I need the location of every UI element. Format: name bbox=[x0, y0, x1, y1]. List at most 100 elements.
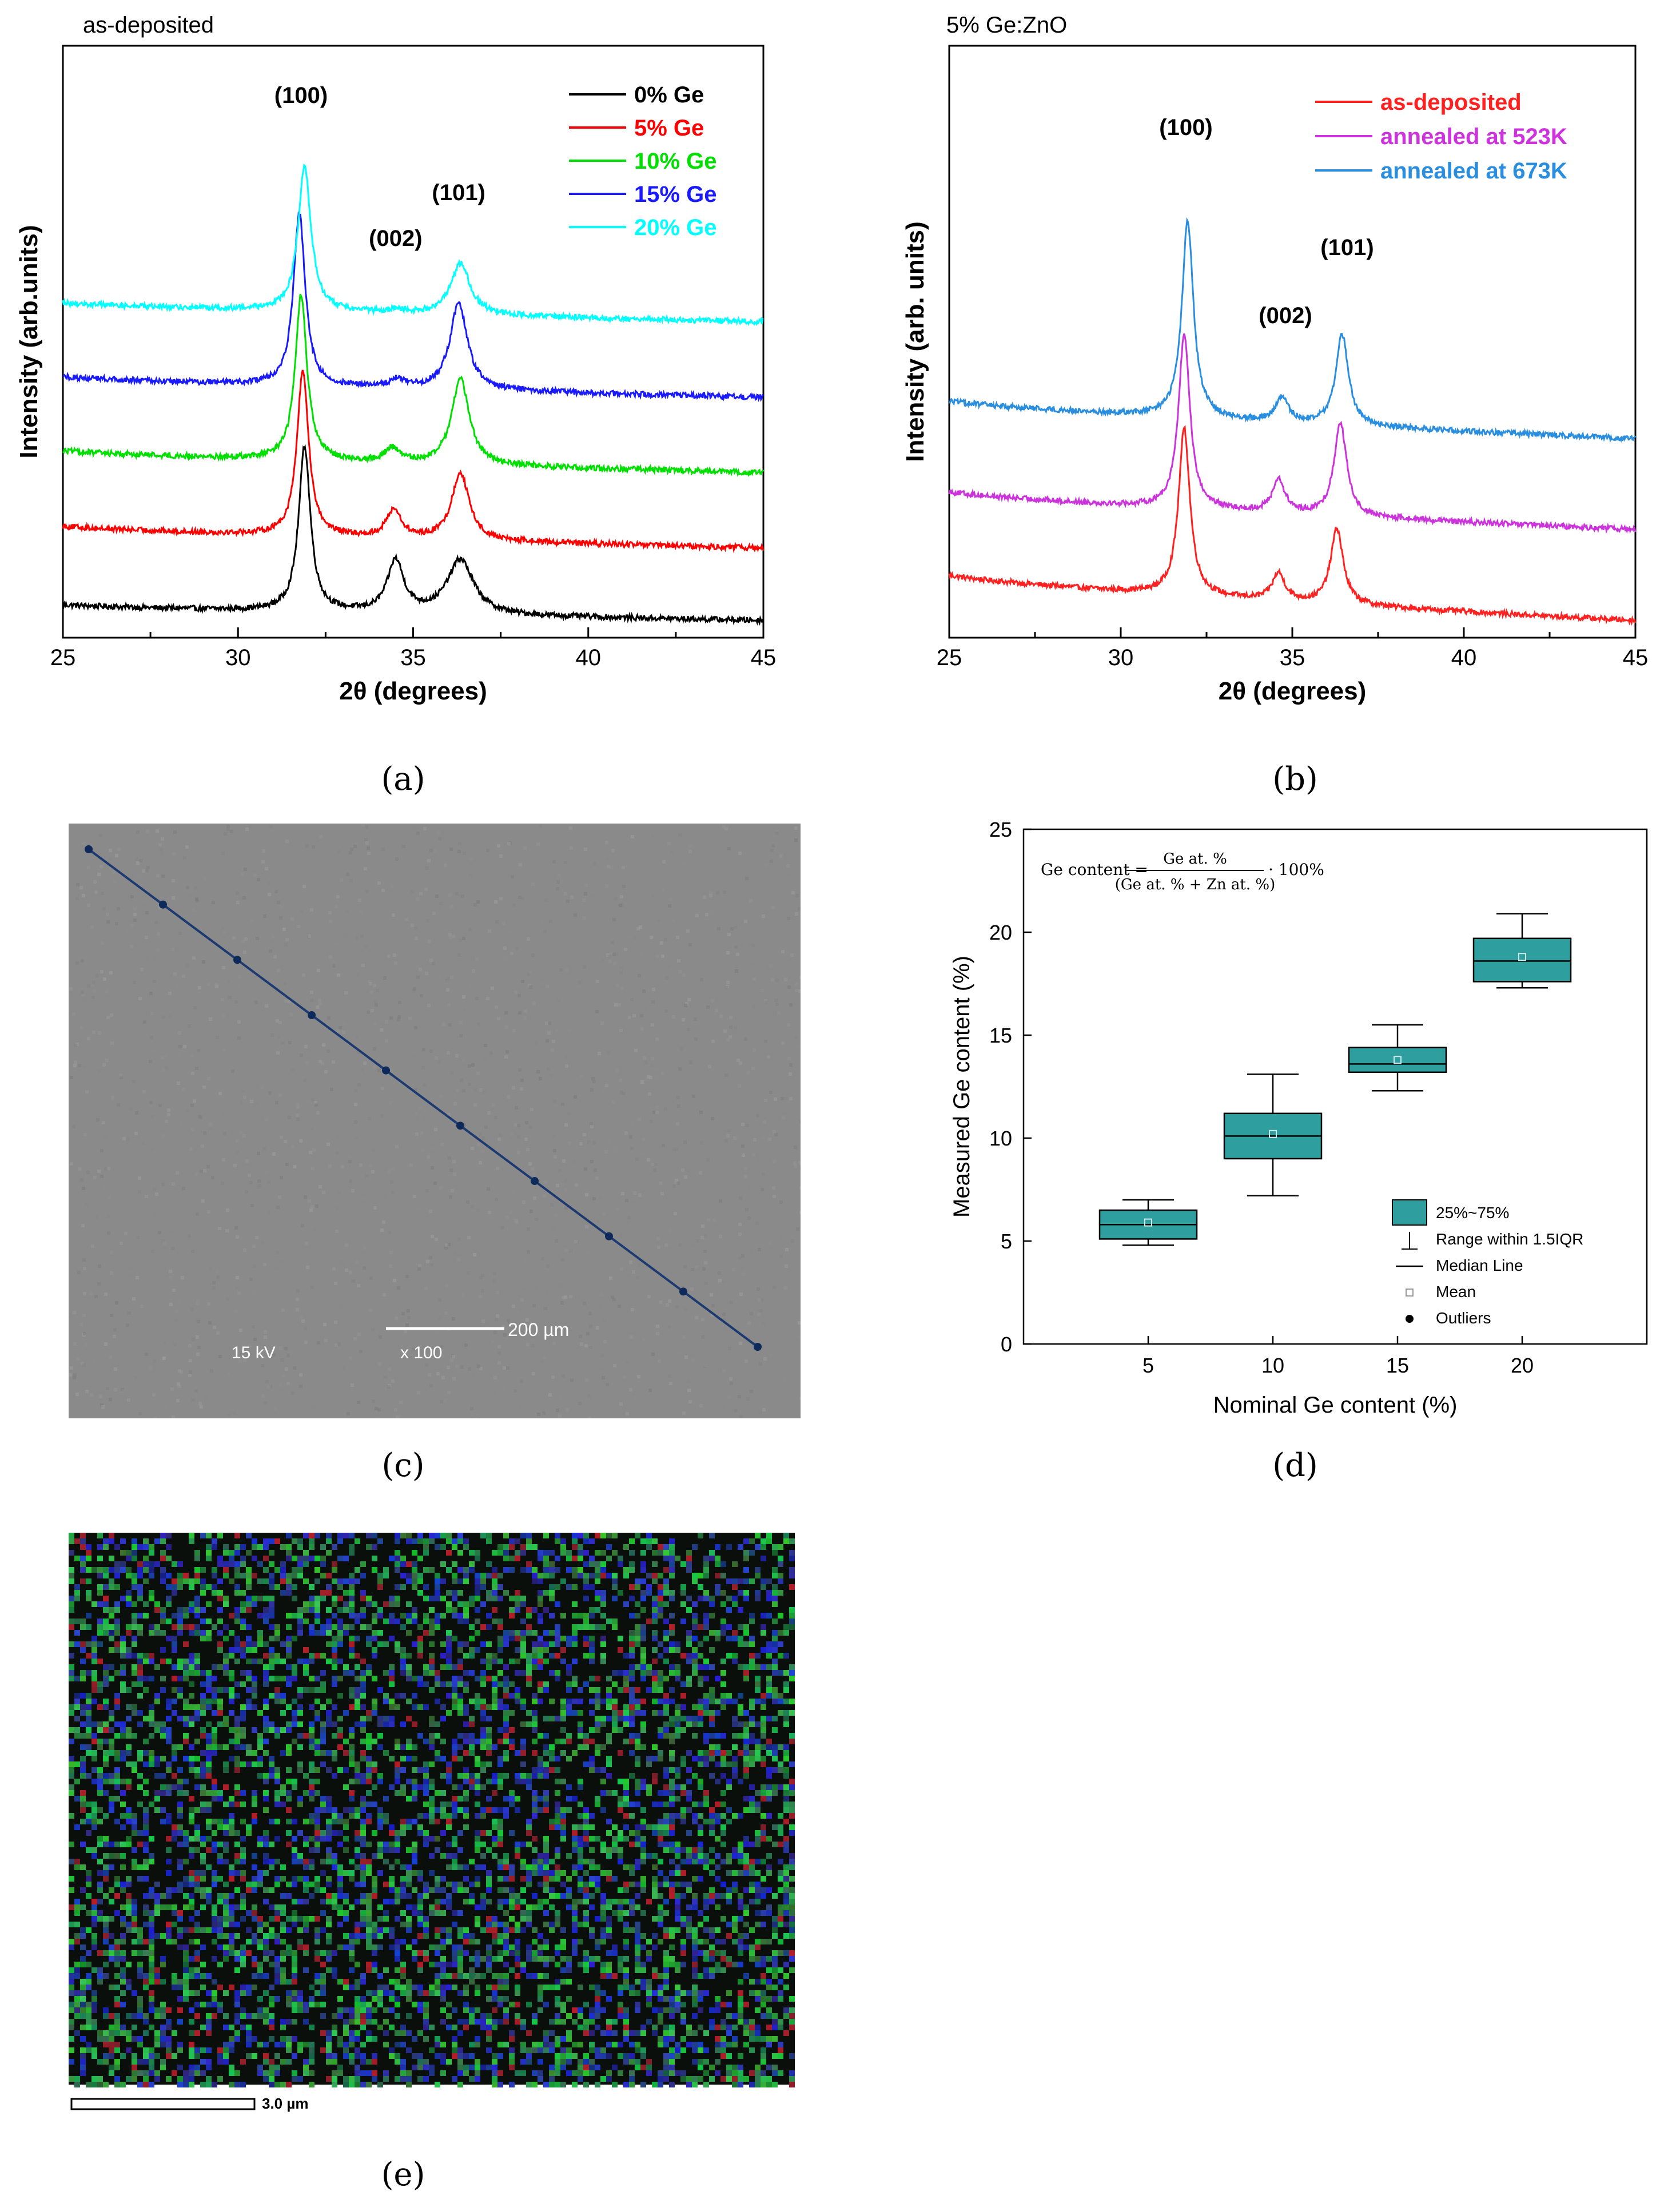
sem-noise bbox=[236, 1151, 239, 1154]
sem-noise bbox=[150, 1012, 154, 1015]
eds-map-pixel bbox=[555, 1739, 560, 1744]
sem-noise bbox=[270, 980, 274, 984]
linescan-point bbox=[679, 1287, 687, 1296]
eds-map-pixel bbox=[80, 1796, 86, 1802]
sem-noise bbox=[564, 892, 567, 896]
eds-map-pixel bbox=[337, 1693, 343, 1699]
eds-map-pixel bbox=[377, 1641, 383, 1647]
sem-noise bbox=[338, 1191, 341, 1194]
sem-noise bbox=[586, 1332, 590, 1335]
eds-map-pixel bbox=[377, 1687, 383, 1693]
eds-map-pixel bbox=[743, 1578, 749, 1584]
eds-map-pixel bbox=[189, 1693, 194, 1699]
sem-noise bbox=[444, 1246, 448, 1250]
sem-noise bbox=[471, 1147, 474, 1150]
sem-noise bbox=[773, 1286, 776, 1289]
eds-map-pixel bbox=[692, 1624, 698, 1630]
sem-noise bbox=[138, 1412, 142, 1415]
sem-noise bbox=[669, 1382, 672, 1385]
sem-noise bbox=[134, 1376, 137, 1379]
eds-map-pixel bbox=[189, 1607, 194, 1613]
sem-noise bbox=[412, 1347, 416, 1351]
eds-map-pixel bbox=[606, 1733, 612, 1739]
sem-noise bbox=[603, 1340, 607, 1343]
sem-noise bbox=[531, 953, 535, 957]
eds-map-pixel bbox=[429, 1744, 435, 1750]
eds-map-pixel bbox=[332, 1641, 337, 1647]
plot-frame bbox=[1022, 828, 1648, 1345]
eds-map-pixel bbox=[720, 1813, 726, 1819]
eds-map-pixel bbox=[583, 1624, 589, 1630]
eds-map-pixel bbox=[332, 1636, 337, 1641]
eds-map-pixel bbox=[332, 1596, 337, 1601]
sem-noise bbox=[560, 880, 563, 884]
eds-map-pixel bbox=[389, 1842, 395, 1847]
eds-map-pixel bbox=[440, 1807, 446, 1813]
sem-noise bbox=[332, 964, 336, 968]
eds-map-pixel bbox=[326, 1807, 332, 1813]
eds-map-pixel bbox=[452, 1756, 457, 1761]
eds-map-pixel bbox=[326, 1538, 332, 1544]
eds-map-pixel bbox=[332, 1659, 337, 1664]
sem-noise bbox=[151, 1115, 154, 1119]
eds-map-pixel bbox=[492, 1824, 497, 1830]
eds-map-pixel bbox=[475, 1784, 480, 1790]
eds-map-pixel bbox=[572, 1681, 578, 1687]
eds-map-pixel bbox=[200, 1802, 206, 1807]
sem-noise bbox=[738, 1223, 742, 1226]
sem-noise bbox=[97, 1069, 101, 1073]
eds-map-pixel bbox=[332, 1756, 337, 1761]
x-tick-label: 5 bbox=[1142, 1354, 1154, 1377]
box-mean-marker bbox=[1269, 1130, 1277, 1138]
sem-noise bbox=[83, 1065, 86, 1069]
eds-map-pixel bbox=[755, 1544, 761, 1550]
eds-map-pixel bbox=[120, 1664, 126, 1670]
eds-map-pixel bbox=[263, 1681, 269, 1687]
eds-map-pixel bbox=[778, 1590, 783, 1596]
sem-noise bbox=[468, 1083, 471, 1086]
eds-map-pixel bbox=[606, 1773, 612, 1779]
eds-map-pixel bbox=[246, 1578, 252, 1584]
sem-noise bbox=[73, 1376, 76, 1379]
eds-map-pixel bbox=[389, 1670, 395, 1676]
eds-map-pixel bbox=[658, 1681, 663, 1687]
sem-noise bbox=[655, 1037, 659, 1041]
eds-map-pixel bbox=[463, 1670, 469, 1676]
eds-map-pixel bbox=[372, 1739, 377, 1744]
eds-map-pixel bbox=[200, 1681, 206, 1687]
eds-map-pixel bbox=[612, 1699, 618, 1704]
sem-noise bbox=[388, 1339, 391, 1343]
sem-noise bbox=[674, 1181, 678, 1184]
eds-map-pixel bbox=[86, 1819, 91, 1824]
eds-map-pixel bbox=[789, 1624, 795, 1630]
eds-map-pixel bbox=[429, 1779, 435, 1784]
eds-map-pixel bbox=[200, 1578, 206, 1584]
eds-map-pixel bbox=[400, 1693, 406, 1699]
eds-map-pixel bbox=[492, 1842, 497, 1847]
eds-map-pixel bbox=[194, 1739, 200, 1744]
eds-map-pixel bbox=[635, 1624, 640, 1630]
sem-noise bbox=[237, 985, 240, 989]
eds-map-pixel bbox=[292, 1819, 297, 1824]
eds-map-pixel bbox=[515, 1796, 520, 1802]
eds-map-pixel bbox=[149, 1721, 154, 1727]
sem-noise bbox=[584, 884, 588, 887]
eds-map-pixel bbox=[154, 1630, 160, 1636]
eds-map-pixel bbox=[80, 1790, 86, 1796]
eds-map-pixel bbox=[680, 1693, 686, 1699]
sem-noise bbox=[277, 1214, 280, 1218]
sem-noise bbox=[708, 1065, 711, 1068]
eds-map-pixel bbox=[669, 1567, 675, 1573]
eds-map-pixel bbox=[263, 1807, 269, 1813]
sem-noise bbox=[83, 1332, 86, 1335]
sem-noise bbox=[612, 953, 616, 956]
eds-map-pixel bbox=[726, 1624, 732, 1630]
sem-noise bbox=[446, 980, 449, 983]
eds-map-pixel bbox=[623, 1784, 629, 1790]
eds-map-pixel bbox=[309, 1596, 314, 1601]
eds-map-pixel bbox=[246, 1676, 252, 1681]
sem-noise bbox=[317, 1341, 320, 1345]
eds-map-pixel bbox=[446, 1773, 452, 1779]
eds-map-pixel bbox=[435, 1733, 440, 1739]
sem-noise bbox=[459, 939, 462, 942]
